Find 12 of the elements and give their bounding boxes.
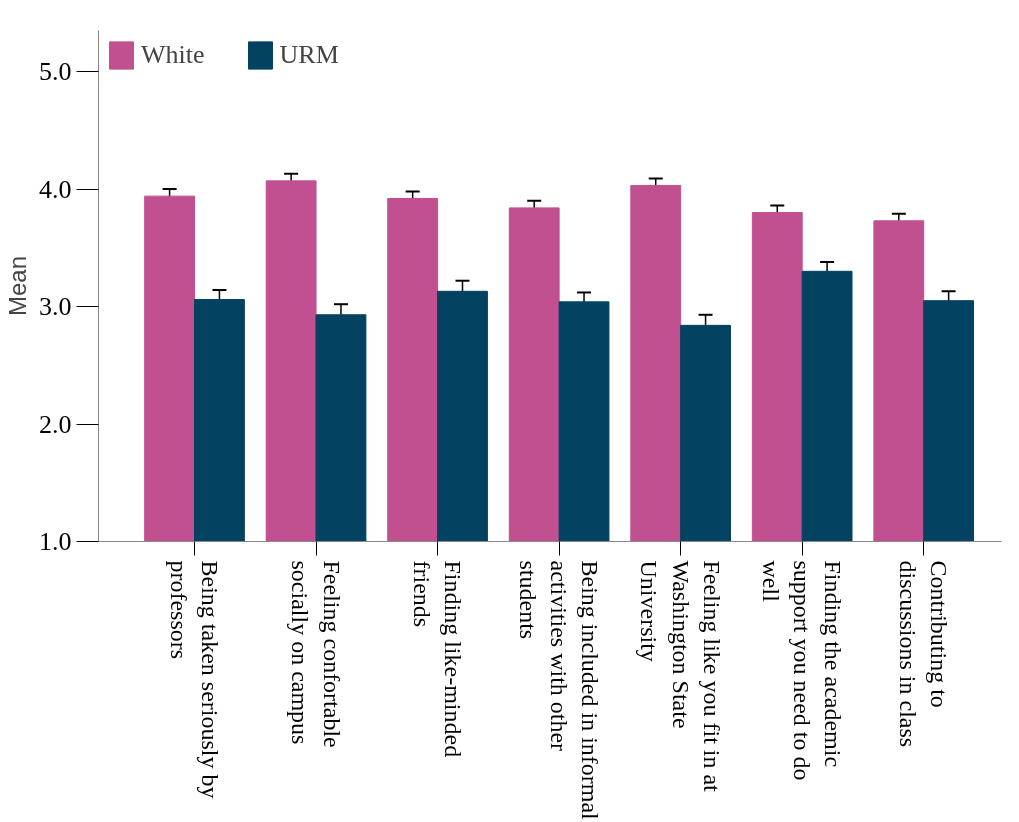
x-tick-label: Finding like-minded friends — [408, 560, 467, 758]
y-axis-title: Mean — [4, 255, 31, 317]
legend-label: URM — [279, 40, 339, 70]
x-tick-label: Being taken seriously by professors — [165, 560, 224, 799]
x-tick-label: Being included in informal activities with other students — [514, 560, 604, 821]
y-tick-label: 4.0 — [39, 174, 72, 204]
y-tick-label: 3.0 — [39, 292, 72, 322]
legend-label: White — [141, 40, 205, 70]
y-tick-label: 1.0 — [39, 527, 72, 556]
x-tick-label: Finding the academic support you need to do well — [757, 560, 847, 781]
y-tick-label: 5.0 — [39, 57, 72, 87]
y-tick-label: 2.0 — [39, 409, 72, 439]
